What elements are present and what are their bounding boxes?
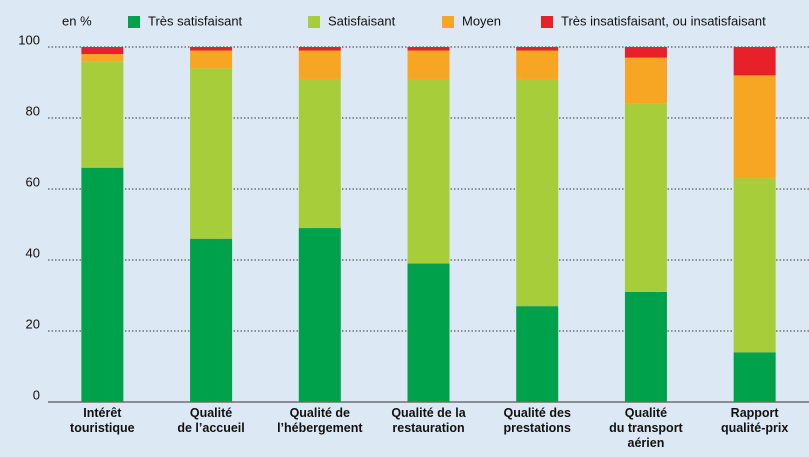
x-tick-label: Rapport qualité-prix: [721, 406, 788, 435]
x-tick-line: Qualité: [190, 406, 232, 420]
bar-segment: [407, 263, 450, 402]
x-tick-line: aérien: [628, 436, 665, 450]
y-tick-label: 60: [26, 174, 40, 189]
bar-segment: [407, 47, 450, 51]
x-tick-line: de l’accueil: [177, 421, 244, 435]
bar-segment: [407, 78, 450, 264]
legend-swatch: [442, 16, 454, 28]
legend-swatch: [541, 16, 553, 28]
bar-segment: [298, 47, 341, 51]
x-tick-label: Qualité des prestations: [504, 406, 571, 435]
bar-segment: [624, 291, 667, 402]
x-tick-line: qualité-prix: [721, 421, 788, 435]
x-tick-line: l’hébergement: [277, 421, 363, 435]
x-tick-line: Intérêt: [83, 406, 122, 420]
bar-segment: [190, 47, 233, 51]
x-tick-label: Qualité de la restauration: [391, 406, 466, 435]
bar-segment: [298, 50, 341, 79]
bar-segment: [516, 78, 559, 307]
y-tick-label: 80: [26, 103, 40, 118]
legend-label: Très insatisfaisant, ou insatisfaisant: [561, 13, 766, 28]
unit-label: en %: [62, 13, 92, 28]
bar-segment: [190, 238, 233, 402]
x-tick-line: Qualité: [625, 406, 667, 420]
x-tick-label: Qualité de l’accueil: [177, 406, 244, 435]
x-tick-label: Qualité de l’hébergement: [277, 406, 363, 435]
bar-segment: [624, 57, 667, 104]
x-tick-line: du transport: [609, 421, 683, 435]
legend-swatch: [128, 16, 140, 28]
legend-label: Satisfaisant: [328, 13, 396, 28]
y-tick-label: 0: [33, 387, 40, 402]
bar-segment: [624, 103, 667, 292]
x-tick-label: Intérêt touristique: [70, 406, 135, 435]
x-tick-label: Qualité du transport aérien: [609, 406, 683, 450]
bar-segment: [516, 47, 559, 51]
x-tick-line: Qualité de la: [391, 406, 466, 420]
bar-segment: [298, 78, 341, 229]
x-tick-line: Qualité des: [504, 406, 571, 420]
x-tick-line: Qualité de: [290, 406, 350, 420]
bar-segment: [733, 47, 776, 76]
bar-segment: [81, 167, 124, 402]
y-tick-label: 40: [26, 245, 40, 260]
bar-segment: [407, 50, 450, 79]
bar-segment: [624, 47, 667, 58]
x-tick-line: prestations: [504, 421, 571, 435]
bar-segment: [733, 178, 776, 353]
bar-segment: [190, 68, 233, 239]
x-tick-line: Rapport: [731, 406, 780, 420]
legend-label: Moyen: [462, 13, 501, 28]
x-tick-line: restauration: [392, 421, 464, 435]
bar-segment: [516, 306, 559, 402]
legend-swatch: [308, 16, 320, 28]
bar-segment: [190, 50, 233, 69]
bar-segment: [516, 50, 559, 79]
x-tick-line: touristique: [70, 421, 135, 435]
bar-segment: [81, 54, 124, 62]
bar-segment: [81, 47, 124, 55]
bar-segment: [298, 228, 341, 402]
y-tick-label: 20: [26, 316, 40, 331]
bar-segment: [733, 352, 776, 402]
bar-segment: [81, 61, 124, 168]
bar-segment: [733, 75, 776, 179]
y-tick-label: 100: [18, 32, 40, 47]
legend-label: Très satisfaisant: [148, 13, 243, 28]
